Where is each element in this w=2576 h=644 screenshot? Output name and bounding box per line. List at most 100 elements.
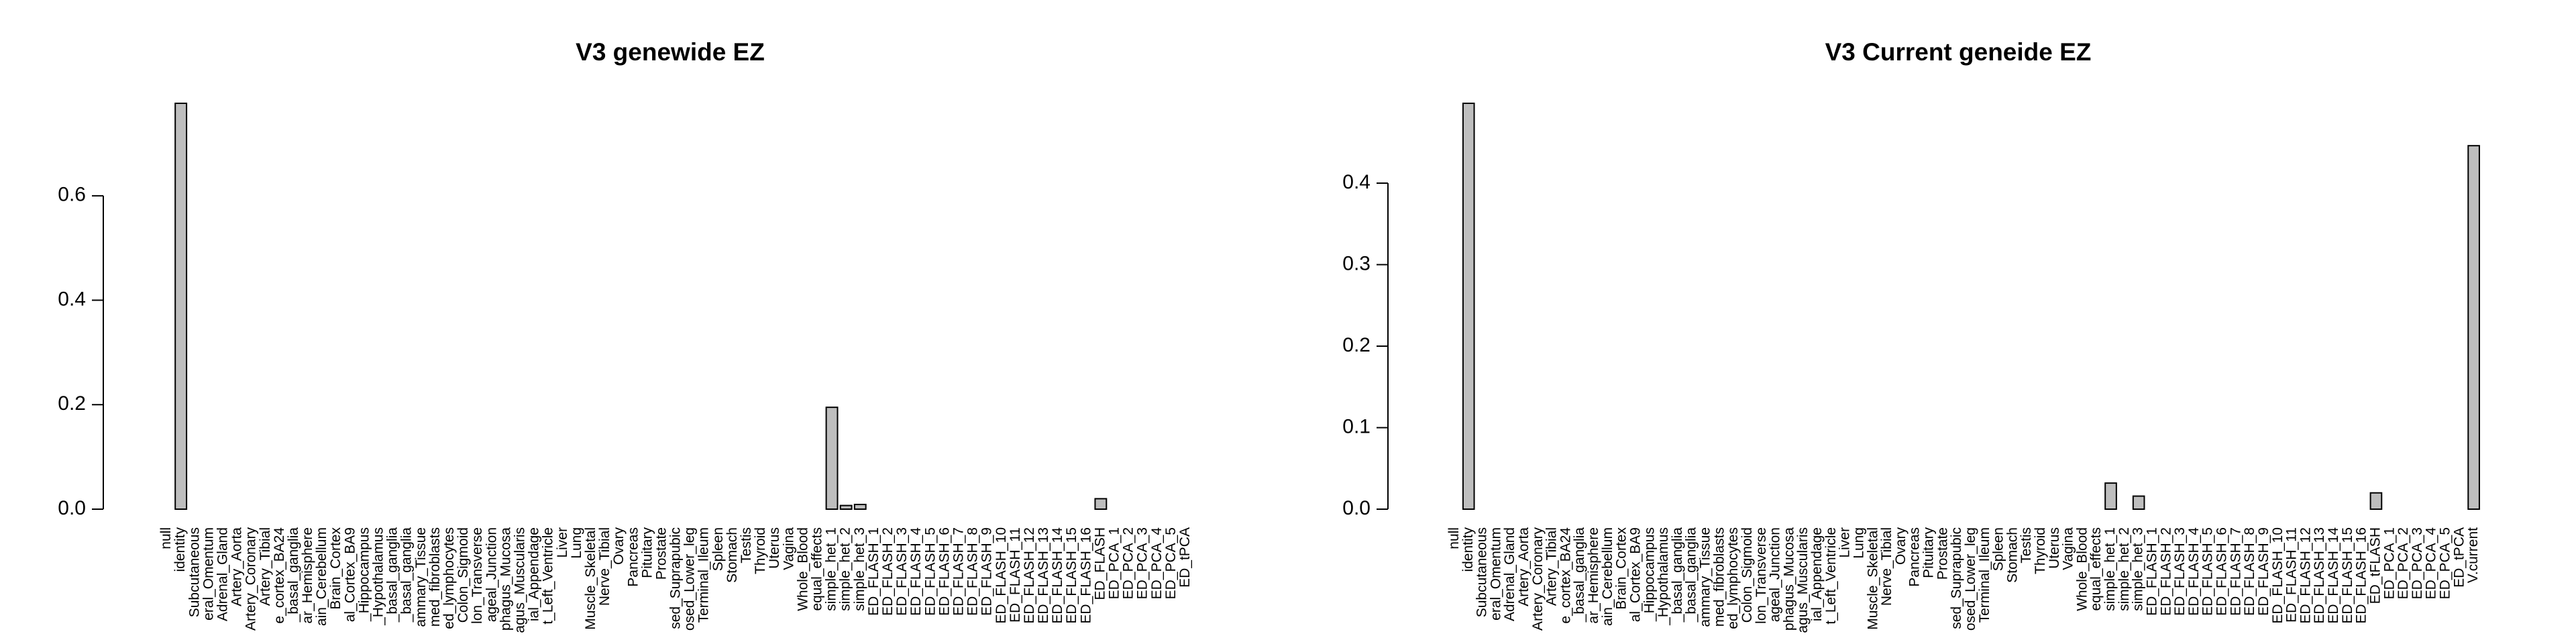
- bar: [2467, 145, 2480, 511]
- x-tick-label: ED_FLASH_13: [2312, 527, 2327, 624]
- x-tick-label: ED_PCA_1: [1107, 527, 1122, 599]
- x-tick-label: ED_FLASH_16: [1078, 527, 1093, 624]
- x-tick-label: null: [1446, 527, 1462, 549]
- x-tick-label: ammary_Tissue: [413, 527, 429, 627]
- x-tick-label: Spleen: [710, 527, 726, 571]
- x-tick-label: ED_FLASH_2: [2158, 527, 2174, 616]
- x-tick-label: ED_PCA_4: [1149, 527, 1165, 600]
- x-tick-label: Terminal_Ileum: [696, 527, 712, 623]
- x-tick-label: simple_het_2: [838, 527, 853, 611]
- x-tick-label: Vagina: [781, 527, 796, 570]
- x-tick-label: _Hippocampus: [1642, 527, 1657, 622]
- x-tick-label: Artery_Aorta: [1516, 527, 1532, 606]
- bar: [174, 103, 188, 510]
- x-tick-label: t_Left_Ventricle: [541, 527, 556, 625]
- x-tick-label: ED_PCA_2: [2396, 527, 2411, 599]
- y-tick-label: 0.2: [1342, 334, 1371, 356]
- x-tick-label: osed_Lower_leg: [1963, 527, 1978, 631]
- x-tick-label: Artery_Tibial: [258, 527, 273, 606]
- x-tick-label: sed_Suprapubic: [1949, 527, 1964, 629]
- x-tick-label: ED_FLASH_12: [2298, 527, 2313, 624]
- x-tick-label: simple_het_1: [2102, 527, 2118, 611]
- y-tick-label: 0.3: [1342, 252, 1371, 274]
- x-tick-label: Testis: [739, 527, 754, 564]
- x-tick-label: Thyroid: [2033, 527, 2048, 574]
- x-tick-label: ED_FLASH_9: [979, 527, 995, 616]
- x-tick-label: ED_FLASH_13: [1036, 527, 1051, 624]
- x-tick-label: _basal_ganglia: [385, 527, 400, 623]
- x-tick-label: equal_effects: [2088, 527, 2104, 611]
- x-tick-label: ED_FLASH_16: [2354, 527, 2369, 624]
- x-tick-label: ED_FLASH_2: [880, 527, 896, 616]
- x-tick-label: Colon_Sigmoid: [455, 527, 471, 623]
- x-tick-label: ED_FLASH_10: [2270, 527, 2286, 624]
- x-tick-label: ED_FLASH_15: [1064, 527, 1079, 624]
- x-tick-label: _basal_ganglia: [1572, 527, 1587, 623]
- x-tick-label: Pancreas: [625, 527, 641, 587]
- x-tick-label: al_Cortex_BA9: [342, 527, 358, 622]
- x-tick-label: lon_Transverse: [470, 527, 485, 624]
- x-tick-label: ED_PCA_5: [1163, 527, 1179, 599]
- x-tick-label: ED_FLASH_4: [2186, 527, 2202, 616]
- x-tick-label: ED_FLASH_12: [1022, 527, 1037, 624]
- x-tick-label: Adrenal_Gland: [215, 527, 230, 621]
- x-tick-label: Lung: [1851, 527, 1866, 559]
- x-tick-label: Prostate: [1935, 527, 1950, 580]
- x-tick-label: Pituitary: [1921, 527, 1937, 578]
- x-tick-label: _basal_ganglia: [399, 527, 415, 623]
- x-tick-label: ED_FLASH_1: [2144, 527, 2159, 616]
- x-tick-label: Lung: [569, 527, 584, 559]
- x-tick-label: ED_FLASH_8: [965, 527, 981, 616]
- x-tick-label: null: [158, 527, 174, 549]
- x-tick-label: ial_Appendage: [527, 527, 542, 621]
- y-tick-label: 0.1: [1342, 415, 1371, 437]
- x-tick-label: med_fibroblasts: [1711, 527, 1727, 627]
- x-tick-label: ED_FLASH_14: [2326, 527, 2341, 624]
- x-tick-label: ageal_Junction: [484, 527, 499, 622]
- x-tick-label: Subcutaneous: [186, 527, 202, 617]
- x-tick-label: Subcutaneous: [1474, 527, 1490, 617]
- x-tick-label: Uterus: [2047, 527, 2062, 569]
- x-tick-label: ED_FLASH_11: [2284, 527, 2300, 623]
- x-tick-label: ar_Hemisphere: [1586, 527, 1601, 624]
- x-tick-label: Prostate: [653, 527, 669, 580]
- x-tick-label: Spleen: [1991, 527, 2006, 571]
- x-tick-label: Ovary: [1893, 527, 1909, 566]
- x-tick-label: Adrenal_Gland: [1502, 527, 1517, 621]
- x-tick-label: ED_FLASH_6: [2214, 527, 2230, 616]
- bar: [1094, 498, 1108, 511]
- x-tick-label: ED_FLASH_5: [2200, 527, 2216, 616]
- x-tick-label: _Hypothalamus: [371, 527, 386, 626]
- x-tick-label: ED_FLASH_9: [2256, 527, 2271, 616]
- bar: [2104, 482, 2117, 511]
- x-tick-label: e_cortex_BA24: [1558, 527, 1573, 624]
- bar: [1462, 103, 1475, 510]
- x-tick-label: _Hypothalamus: [1656, 527, 1671, 626]
- x-tick-label: ED_FLASH: [1092, 527, 1108, 600]
- x-tick-label: ED_tPCA: [2451, 527, 2467, 588]
- x-tick-label: simple_het_2: [2116, 527, 2132, 611]
- x-tick-label: ED_PCA_3: [2410, 527, 2425, 599]
- x-tick-label: ED_FLASH_6: [936, 527, 952, 616]
- x-tick-label: Muscle_Skeletal: [1865, 527, 1880, 630]
- x-tick-label: Pancreas: [1907, 527, 1923, 587]
- x-tick-label: ammary_Tissue: [1698, 527, 1713, 627]
- x-tick-label: Pituitary: [639, 527, 655, 578]
- x-tick-label: ed_lymphocytes: [441, 527, 457, 629]
- x-tick-label: sed_Suprapubic: [668, 527, 684, 629]
- x-tick-label: ED_FLASH_1: [866, 527, 881, 616]
- x-tick-label: Artery_Coronary: [244, 527, 259, 631]
- x-tick-label: Terminal_Ileum: [1977, 527, 1992, 623]
- bar: [839, 504, 853, 511]
- x-tick-label: _Hippocampus: [356, 527, 372, 622]
- x-tick-label: Artery_Aorta: [229, 527, 245, 606]
- y-tick-label: 0.4: [1342, 171, 1371, 193]
- bar: [825, 407, 839, 510]
- y-tick-label: 0.2: [58, 392, 86, 415]
- x-tick-label: ED_tFLASH: [2367, 527, 2383, 604]
- x-tick-label: simple_het_1: [824, 527, 839, 611]
- x-tick-label: equal_effects: [810, 527, 825, 611]
- x-tick-label: simple_het_3: [852, 527, 867, 611]
- x-tick-label: ageal_Junction: [1768, 527, 1783, 622]
